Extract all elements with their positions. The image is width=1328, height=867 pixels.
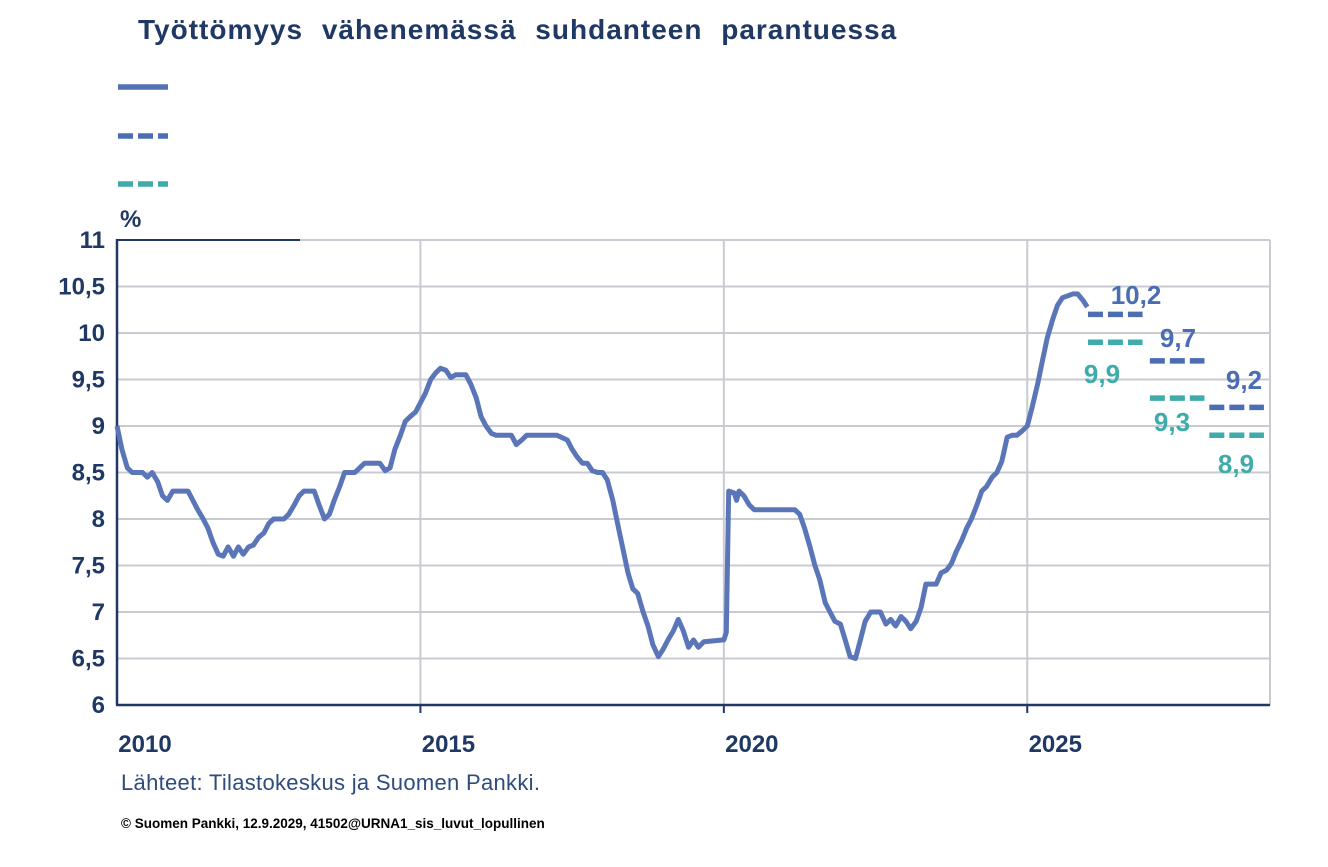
y-tick-label: 10,5 [58, 274, 105, 301]
y-tick-label: 11 [80, 227, 105, 254]
forecast-lower-value-label: 9,9 [1084, 359, 1120, 389]
y-axis-unit-label: % [120, 206, 142, 233]
forecast-upper-value-label: 9,7 [1160, 323, 1196, 353]
forecast-lower-value-label: 9,3 [1154, 407, 1190, 437]
y-tick-label: 6 [92, 692, 105, 719]
y-tick-label: 9,5 [72, 367, 105, 394]
y-tick-label: 8 [92, 506, 105, 533]
y-tick-label: 9 [92, 413, 105, 440]
unemployment-line [114, 291, 1090, 661]
chart-title: Työttömyys vähenemässä suhdanteen parant… [138, 14, 898, 45]
source-text: Lähteet: Tilastokeskus ja Suomen Pankki. [121, 770, 541, 795]
y-tick-label: 8,5 [72, 460, 105, 487]
x-tick-label: 2015 [422, 731, 475, 758]
x-tick-label: 2025 [1029, 731, 1082, 758]
y-tick-label: 7,5 [72, 553, 105, 580]
x-tick-label: 2020 [725, 731, 778, 758]
y-tick-label: 7 [92, 599, 105, 626]
forecast-upper-value-label: 10,2 [1111, 280, 1162, 310]
y-tick-label: 10 [78, 320, 105, 347]
x-tick-label: 2010 [118, 731, 171, 758]
forecast-lower-value-label: 8,9 [1218, 449, 1254, 479]
forecast-upper-value-label: 9,2 [1226, 365, 1262, 395]
y-tick-label: 6,5 [72, 646, 105, 673]
copyright-text: © Suomen Pankki, 12.9.2029, 41502@URNA1_… [121, 816, 545, 831]
